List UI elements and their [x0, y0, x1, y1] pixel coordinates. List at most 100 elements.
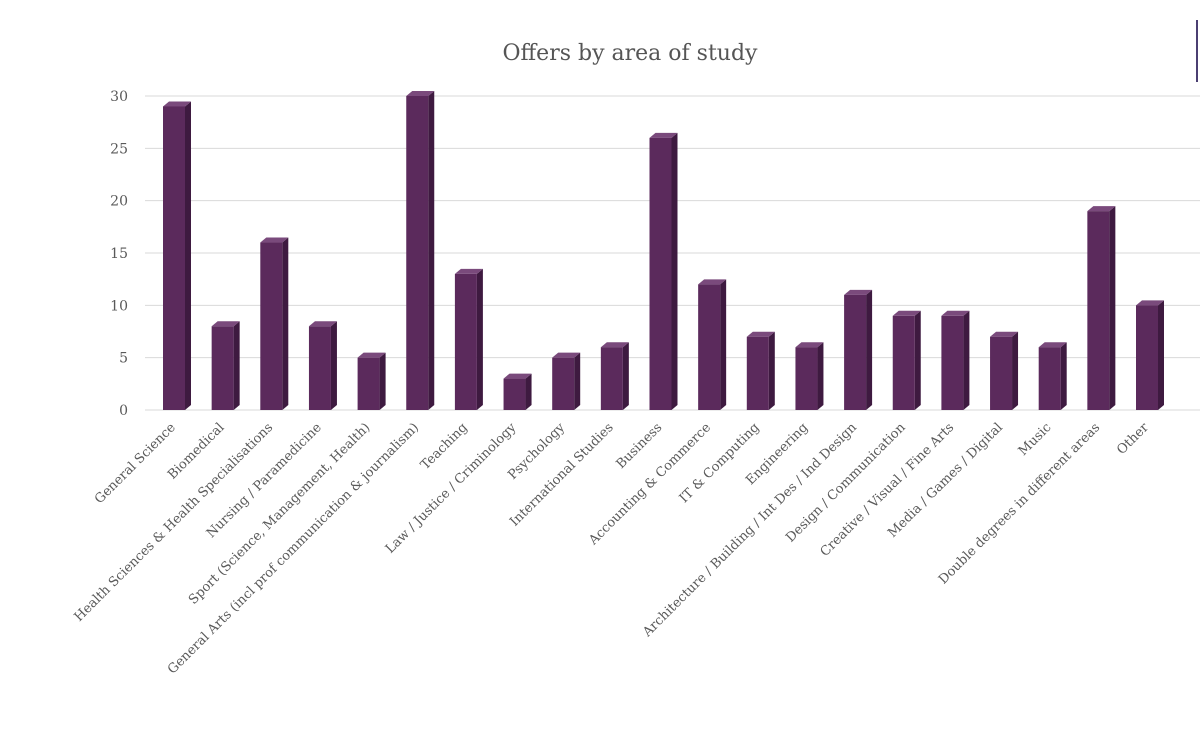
y-axis-ticks: 0 5 10 15 20 25 30	[110, 89, 128, 419]
bar-side	[622, 342, 629, 410]
bar-side	[574, 352, 581, 410]
bar	[1087, 206, 1116, 410]
bar-top	[552, 352, 581, 358]
bar	[1038, 342, 1067, 410]
bar-front	[746, 336, 769, 410]
bar-top	[746, 331, 775, 337]
bar-front	[1087, 211, 1110, 410]
bar-top	[406, 91, 435, 96]
bar-top	[698, 279, 727, 285]
bar-top	[211, 321, 240, 327]
bar-top	[990, 331, 1019, 337]
bar	[357, 352, 386, 410]
bar	[211, 321, 240, 410]
bar-front	[990, 336, 1013, 410]
bar-top	[795, 342, 824, 348]
gridlines	[145, 95, 1200, 411]
bar	[308, 321, 337, 410]
bar-top	[1136, 300, 1164, 306]
bar-front	[941, 315, 964, 410]
bar-front	[649, 137, 672, 410]
bar-top	[941, 310, 970, 316]
bar-side	[282, 237, 289, 410]
bar	[649, 132, 678, 410]
bar-side	[1158, 300, 1164, 410]
bar-side	[476, 268, 483, 410]
bar-front	[1136, 305, 1158, 410]
bar-front	[357, 357, 380, 410]
x-tick-label: Music	[1016, 420, 1055, 459]
bar-top	[600, 342, 629, 348]
bar	[698, 279, 727, 410]
bar	[844, 289, 873, 410]
bar-side	[1012, 331, 1019, 410]
y-tick-label: 10	[110, 298, 128, 314]
bar-top	[503, 373, 532, 379]
bar-front	[260, 242, 283, 410]
bar-side	[1109, 206, 1116, 410]
bar-front	[163, 106, 185, 410]
y-tick-label: 5	[119, 351, 128, 367]
bar	[260, 237, 289, 410]
bar-front	[795, 347, 818, 410]
y-tick-label: 30	[110, 89, 128, 105]
bar-side	[428, 91, 435, 410]
y-tick-label: 20	[110, 194, 128, 210]
bar	[552, 352, 581, 410]
bar-top	[260, 237, 289, 243]
y-tick-label: 0	[119, 403, 128, 419]
bar-top	[649, 132, 678, 138]
bar-side	[525, 373, 532, 410]
bar-top	[1087, 206, 1116, 212]
bar-front	[600, 347, 623, 410]
bar	[941, 310, 970, 410]
bar	[795, 342, 824, 410]
bar-side	[768, 331, 775, 410]
bar-front	[1038, 347, 1061, 410]
bar-front	[454, 273, 477, 410]
bar-side	[963, 310, 970, 410]
x-tick-label: Sport (Science, Management, Health)	[186, 420, 373, 607]
bar-side	[720, 279, 727, 410]
bar-top	[892, 310, 921, 316]
bar-side	[330, 321, 337, 410]
x-tick-label: General Science	[92, 420, 179, 507]
bar	[1136, 300, 1164, 410]
y-tick-label: 15	[110, 246, 128, 262]
window-edge-accent	[1196, 20, 1198, 82]
y-tick-label: 25	[110, 141, 128, 157]
bar-front	[698, 284, 721, 410]
bar-top	[454, 268, 483, 274]
bar-side	[866, 289, 873, 410]
bar	[892, 310, 921, 410]
bar	[990, 331, 1019, 410]
bar-side	[671, 132, 678, 410]
bar-top	[163, 101, 191, 107]
bars	[163, 91, 1164, 410]
bar-top	[357, 352, 386, 358]
bar-front	[308, 326, 331, 410]
bar-side	[233, 321, 240, 410]
chart-title: Offers by area of study	[503, 41, 759, 66]
bar-front	[552, 357, 575, 410]
bar-side	[1060, 342, 1067, 410]
bar-side	[379, 352, 386, 410]
bar	[503, 373, 532, 410]
bar-side	[185, 101, 191, 410]
bar-side	[914, 310, 921, 410]
bar	[746, 331, 775, 410]
bar	[454, 268, 483, 410]
bar-front	[844, 294, 867, 410]
bar-top	[844, 289, 873, 295]
bar-front	[211, 326, 234, 410]
x-tick-label: Business	[614, 420, 666, 472]
bar-top	[308, 321, 337, 327]
bar-front	[406, 96, 429, 410]
bar	[600, 342, 629, 410]
bar-side	[817, 342, 824, 410]
bar	[406, 91, 435, 410]
x-tick-label: Other	[1114, 420, 1152, 458]
bar	[163, 101, 191, 410]
